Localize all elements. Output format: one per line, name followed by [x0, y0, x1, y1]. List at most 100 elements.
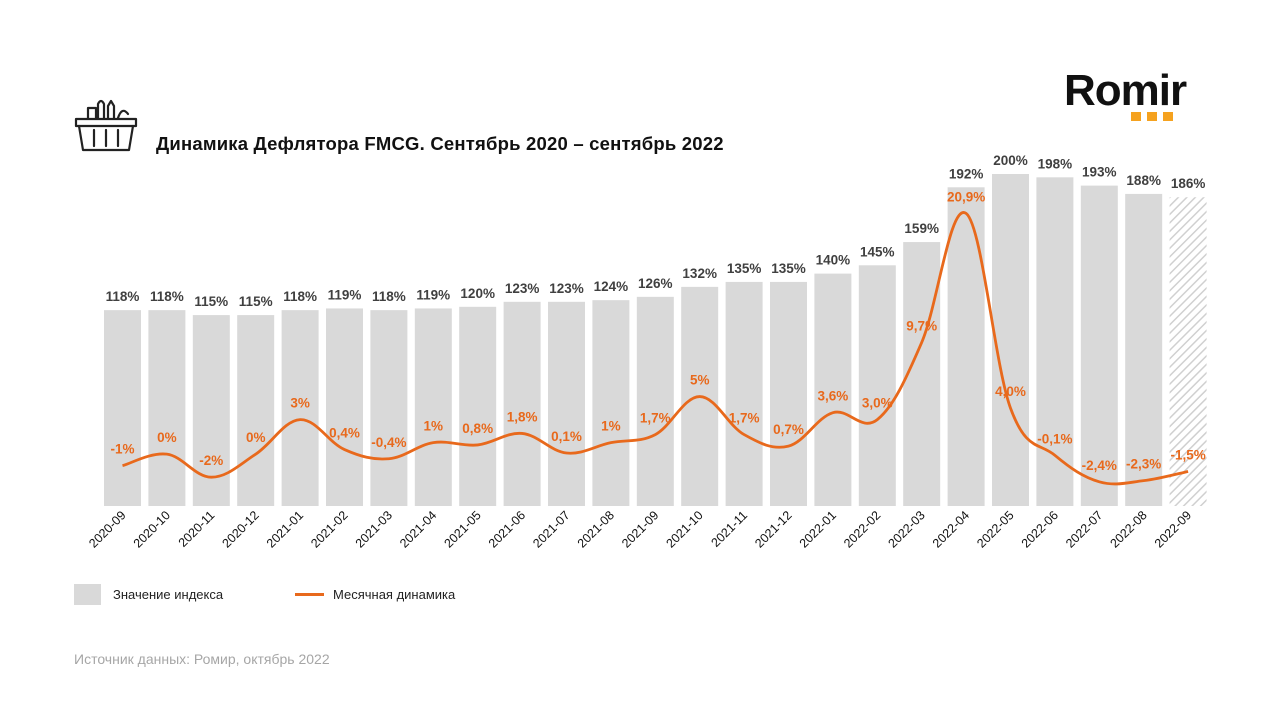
x-tick-label: 2021-03: [353, 508, 395, 550]
bar-value-label: 119%: [328, 287, 362, 302]
romir-logo: Romir: [1064, 66, 1187, 115]
bar-value-label: 193%: [1082, 165, 1117, 180]
logo-dots: [1131, 112, 1191, 122]
legend-line-label: Месячная динамика: [333, 587, 456, 602]
bar: [903, 242, 941, 506]
bar: [1125, 193, 1163, 507]
bar-value-label: 115%: [239, 294, 273, 309]
bar-value-label: 115%: [194, 294, 228, 309]
bar: [104, 310, 141, 506]
bar: [459, 306, 497, 506]
bar-value-label: 123%: [505, 281, 540, 296]
x-tick-label: 2021-12: [752, 508, 794, 550]
bar: [148, 310, 186, 506]
line-value-label: 9,7%: [906, 318, 937, 333]
bar: [947, 187, 985, 506]
bar-value-label: 124%: [594, 279, 629, 294]
x-tick-label: 2021-10: [663, 508, 705, 550]
line-value-label: 5%: [690, 373, 710, 388]
bar: [592, 300, 630, 506]
x-tick-label: 2020-10: [131, 508, 173, 550]
line-value-label: 3,0%: [862, 396, 893, 411]
line-value-label: -1%: [110, 442, 134, 457]
bar-value-label: 132%: [682, 266, 717, 281]
line-value-label: 0,4%: [329, 426, 360, 441]
x-tick-label: 2022-03: [885, 508, 927, 550]
line-value-label: 0%: [246, 430, 266, 445]
bar: [636, 296, 674, 506]
x-tick-label: 2022-08: [1107, 508, 1149, 550]
bar: [1080, 185, 1118, 506]
bar: [814, 273, 852, 506]
bar-value-label: 126%: [638, 276, 673, 291]
bar-value-label: 118%: [283, 289, 317, 304]
bar: [548, 301, 585, 506]
line-value-label: 0,7%: [773, 422, 804, 437]
bar-value-label: 118%: [106, 289, 140, 304]
line-value-label: 20,9%: [947, 189, 985, 204]
line-value-label: -0,1%: [1037, 431, 1072, 446]
bar: [503, 301, 541, 506]
x-tick-label: 2020-12: [219, 508, 261, 550]
bar-value-label: 159%: [904, 221, 939, 236]
bar-value-label: 186%: [1171, 176, 1206, 191]
bar: [370, 310, 408, 506]
line-value-label: 1,7%: [729, 411, 760, 426]
bar-value-label: 118%: [150, 289, 184, 304]
x-tick-label: 2021-05: [441, 508, 483, 550]
bar-value-label: 123%: [549, 281, 584, 296]
line-value-label: 3,6%: [818, 389, 849, 404]
x-tick-label: 2022-06: [1019, 508, 1061, 550]
bar: [992, 174, 1029, 506]
line-value-label: -2%: [199, 453, 223, 468]
bar: [1036, 177, 1074, 506]
bar: [858, 265, 896, 506]
x-tick-label: 2022-02: [841, 508, 883, 550]
x-tick-label: 2022-07: [1063, 508, 1105, 550]
bar: [725, 281, 763, 506]
line-value-label: 1%: [424, 419, 444, 434]
bar: [281, 310, 319, 506]
line-value-label: -1,5%: [1170, 447, 1205, 462]
line-value-label: 0%: [157, 430, 177, 445]
bar: [414, 308, 452, 506]
line-value-label: 0,8%: [462, 421, 493, 436]
bar-value-label: 135%: [727, 261, 762, 276]
bar: [326, 308, 363, 506]
bar-value-label: 198%: [1038, 156, 1073, 171]
bar-value-label: 119%: [416, 287, 450, 302]
bar-value-label: 200%: [993, 153, 1028, 168]
bar: [1169, 197, 1207, 507]
x-tick-label: 2021-02: [308, 508, 350, 550]
x-tick-label: 2022-09: [1152, 508, 1194, 550]
x-tick-label: 2021-06: [486, 508, 528, 550]
x-tick-label: 2021-04: [397, 508, 439, 550]
bar-value-label: 192%: [949, 166, 984, 181]
legend-line-swatch: [295, 593, 324, 596]
x-tick-label: 2022-01: [797, 508, 839, 550]
chart-title: Динамика Дефлятора FMCG. Сентябрь 2020 –…: [156, 133, 724, 154]
line-value-label: 0,1%: [551, 429, 582, 444]
line-value-label: 4,0%: [995, 384, 1026, 399]
line-value-label: 1%: [601, 419, 621, 434]
x-tick-label: 2021-11: [709, 508, 751, 550]
line-value-label: -0,4%: [371, 435, 406, 450]
x-tick-label: 2022-05: [974, 508, 1016, 550]
shopping-basket-icon: [74, 99, 138, 152]
line-value-label: 1,8%: [507, 409, 538, 424]
bar-value-label: 140%: [816, 253, 851, 268]
bar: [237, 315, 275, 506]
line-value-label: 1,7%: [640, 411, 671, 426]
x-tick-label: 2021-09: [619, 508, 661, 550]
source-note: Источник данных: Ромир, октябрь 2022: [74, 651, 330, 667]
x-tick-label: 2020-11: [176, 508, 218, 550]
legend-index-swatch: [74, 584, 101, 605]
x-tick-label: 2021-01: [264, 508, 306, 550]
bar-value-label: 145%: [860, 244, 895, 259]
bar-value-label: 120%: [460, 286, 495, 301]
x-tick-label: 2022-04: [930, 508, 972, 550]
monthly-dynamics-line: [122, 211, 1189, 486]
line-value-label: -2,4%: [1082, 458, 1117, 473]
x-tick-label: 2021-08: [575, 508, 617, 550]
